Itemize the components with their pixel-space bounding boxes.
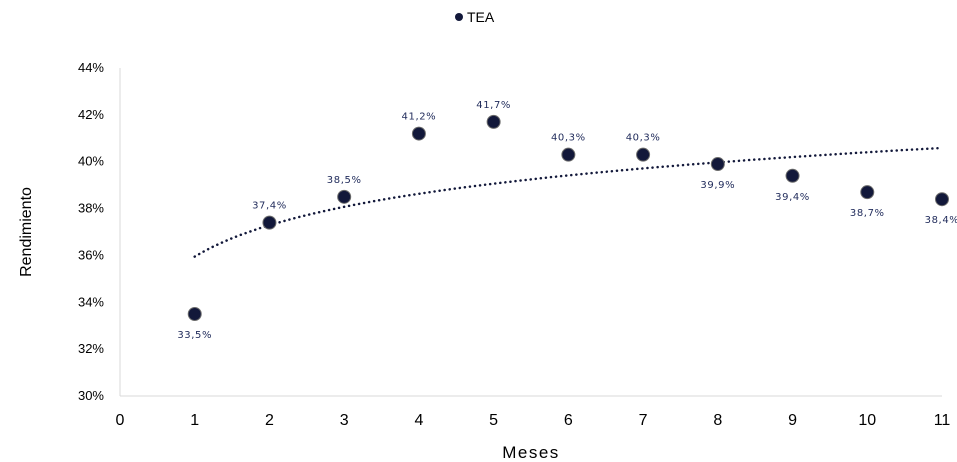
data-point [187, 307, 202, 321]
data-label: 38,5% [327, 175, 362, 186]
x-tick-label: 0 [116, 412, 125, 429]
data-point [935, 192, 949, 207]
x-tick-label: 2 [265, 412, 274, 429]
y-tick-label: 36% [78, 247, 104, 262]
data-label: 37,4% [252, 201, 287, 212]
x-tick-labels: 0 1 2 3 4 5 6 7 8 9 10 11 [116, 412, 951, 429]
data-label: 41,2% [402, 112, 437, 123]
x-tick-label: 5 [489, 412, 498, 429]
x-tick-label: 9 [788, 412, 797, 429]
legend-label-tea: TEA [467, 9, 495, 25]
data-point [636, 147, 651, 162]
y-tick-label: 42% [78, 107, 104, 122]
data-point [860, 185, 875, 200]
data-label: 39,9% [700, 180, 735, 191]
y-tick-label: 30% [78, 388, 104, 403]
data-label: 38,4% [925, 215, 957, 226]
data-points [187, 114, 949, 321]
x-tick-label: 3 [340, 412, 349, 429]
y-tick-label: 38% [78, 201, 104, 216]
y-tick-label: 32% [78, 341, 104, 356]
x-tick-label: 7 [639, 412, 648, 429]
data-label: 40,3% [626, 133, 661, 144]
trendline [193, 146, 944, 258]
data-point [262, 215, 277, 230]
x-axis-title: Meses [502, 443, 560, 462]
x-tick-label: 1 [190, 412, 199, 429]
data-label: 39,4% [775, 192, 810, 203]
y-tick-label: 40% [78, 154, 104, 169]
data-label: 38,7% [850, 208, 885, 219]
data-label: 41,7% [476, 100, 511, 111]
data-point [710, 157, 725, 172]
x-tick-label: 6 [564, 412, 573, 429]
y-axis-title: Rendimiento [18, 187, 35, 277]
data-label: 40,3% [551, 133, 586, 144]
data-labels: 33,5% 37,4% 38,5% 41,2% 41,7% 40,3% 40,3% 39,9%… [177, 100, 957, 341]
y-tick-label: 34% [78, 294, 104, 309]
legend: TEA [455, 9, 495, 25]
x-tick-label: 10 [858, 412, 876, 429]
data-point [337, 189, 352, 204]
data-point [486, 114, 501, 129]
data-point [561, 147, 576, 162]
data-point [785, 168, 800, 183]
legend-marker-tea [455, 13, 463, 21]
x-tick-label: 11 [934, 412, 951, 429]
y-tick-label: 44% [78, 60, 104, 75]
x-tick-label: 4 [414, 412, 423, 429]
data-label: 33,5% [177, 330, 212, 341]
y-tick-labels: 30% 32% 34% 36% 38% 40% 42% 44% [78, 60, 104, 403]
data-point [411, 126, 426, 141]
x-tick-label: 8 [713, 412, 722, 429]
